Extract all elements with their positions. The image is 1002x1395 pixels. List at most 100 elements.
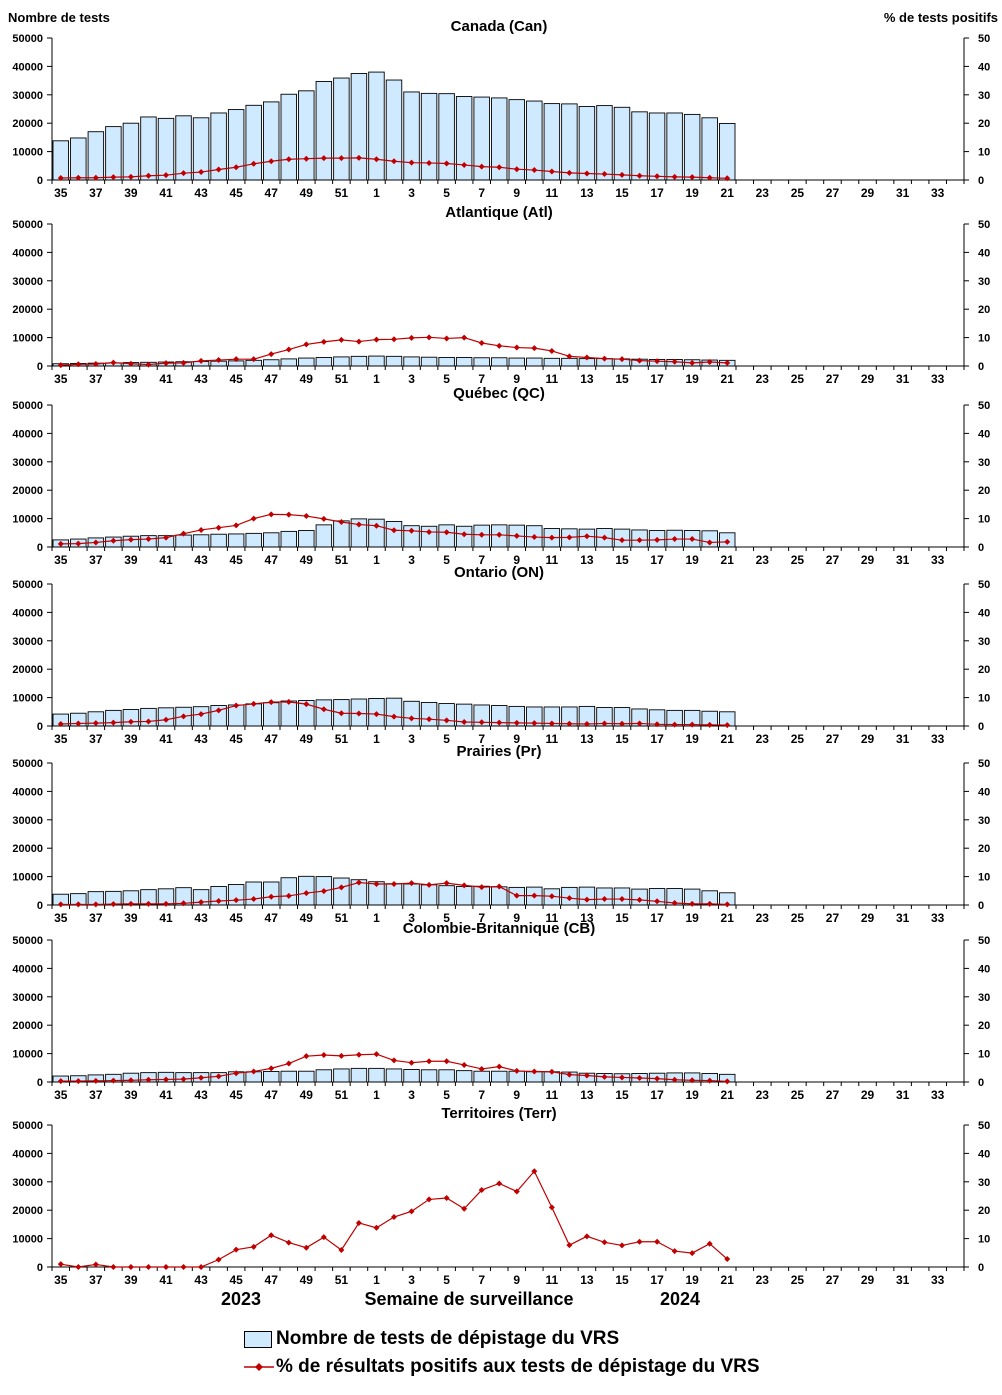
y-tick-label-right: 50 — [978, 579, 990, 591]
positivity-marker-week-47 — [268, 158, 275, 165]
chart-panel-7: Territoires (Terr) 0 10000 20000 30000 40000 5… — [12, 1105, 990, 1287]
positivity-marker-week-15 — [619, 896, 625, 903]
bar-week-52 — [350, 1067, 368, 1083]
positivity-marker-week-15 — [619, 171, 625, 178]
bar-week-47 — [263, 1071, 280, 1083]
x-tick-label: 31 — [896, 186, 910, 200]
x-tick-label: 25 — [791, 1273, 805, 1287]
positivity-marker-week-13 — [583, 896, 590, 903]
positivity-marker-week-5 — [443, 1194, 450, 1201]
positivity-marker-week-51 — [338, 1246, 345, 1253]
x-tick-label: 25 — [791, 186, 805, 200]
positivity-marker-week-7 — [478, 340, 485, 346]
positivity-marker-week-42 — [180, 1076, 187, 1083]
positivity-marker-week-14 — [601, 355, 608, 362]
positivity-marker-week-45 — [233, 1070, 240, 1077]
positivity-marker-week-48 — [285, 1239, 292, 1246]
positivity-marker-week-39 — [127, 1264, 134, 1270]
y-tick-label-right: 40 — [978, 786, 990, 798]
x-tick-label: 29 — [861, 1273, 875, 1287]
positivity-marker-week-21 — [724, 175, 731, 182]
bar-week-11 — [543, 357, 561, 367]
bar-week-49 — [298, 1070, 315, 1083]
positivity-marker-week-17 — [654, 536, 661, 543]
x-tick-label: 29 — [861, 911, 875, 925]
x-tick-label: 33 — [931, 1088, 945, 1102]
positivity-marker-week-20 — [706, 1077, 713, 1084]
bar-week-48 — [280, 358, 297, 367]
bar-week-52 — [350, 355, 368, 367]
x-tick-label: 7 — [478, 553, 485, 567]
x-tick-label: 51 — [335, 1088, 349, 1102]
positivity-marker-week-13 — [583, 533, 590, 540]
positivity-marker-week-48 — [285, 892, 292, 899]
bar-week-3 — [403, 700, 420, 727]
bar-week-3 — [403, 883, 420, 906]
positivity-marker-week-46 — [250, 515, 257, 522]
bar-week-20 — [701, 117, 718, 181]
bar-week-38 — [105, 126, 122, 181]
bar-week-48 — [280, 530, 297, 548]
y-tick-label-left: 30000 — [12, 276, 43, 288]
x-tick-label: 17 — [650, 553, 664, 567]
positivity-marker-week-10 — [531, 720, 538, 727]
y-tick-label-right: 0 — [978, 900, 984, 912]
positivity-marker-week-1 — [373, 711, 380, 718]
positivity-marker-week-17 — [654, 358, 661, 365]
positivity-marker-week-41 — [163, 360, 169, 367]
positivity-marker-week-16 — [636, 1075, 643, 1082]
x-tick-label: 7 — [478, 732, 485, 746]
positivity-marker-week-19 — [689, 1077, 696, 1084]
positivity-marker-week-42 — [180, 530, 187, 537]
bar-week-47 — [263, 101, 280, 181]
x-tick-label: 5 — [443, 732, 450, 746]
x-tick-label: 3 — [408, 732, 415, 746]
bar-week-5 — [438, 524, 455, 548]
positivity-marker-week-19 — [689, 174, 696, 181]
positivity-marker-week-38 — [110, 537, 117, 544]
positivity-marker-week-49 — [303, 890, 310, 897]
positivity-marker-week-44 — [215, 1256, 222, 1263]
positivity-marker-week-17 — [654, 173, 661, 180]
positivity-marker-week-43 — [198, 1074, 205, 1081]
positivity-marker-week-10 — [531, 1068, 538, 1075]
positivity-marker-week-50 — [320, 1052, 327, 1059]
positivity-marker-week-5 — [443, 1058, 450, 1065]
y-tick-label-right: 40 — [978, 247, 990, 259]
bar-week-51 — [333, 356, 350, 367]
positivity-marker-week-11 — [548, 168, 555, 175]
x-tick-label: 39 — [124, 911, 138, 925]
positivity-marker-week-49 — [303, 341, 310, 348]
positivity-marker-week-2 — [391, 158, 397, 165]
x-tick-label: 35 — [54, 911, 68, 925]
positivity-marker-week-21 — [724, 1256, 731, 1263]
y-tick-label-right: 0 — [978, 542, 984, 554]
bar-week-16 — [631, 111, 648, 181]
x-tick-label: 31 — [896, 1088, 910, 1102]
positivity-marker-week-10 — [531, 1168, 538, 1175]
positivity-marker-week-47 — [268, 893, 275, 900]
x-tick-label: 15 — [615, 911, 629, 925]
x-tick-label: 19 — [685, 732, 699, 746]
y-tick-label-right: 30 — [978, 276, 990, 288]
x-tick-label: 47 — [265, 1088, 279, 1102]
y-tick-label-left: 10000 — [12, 693, 43, 705]
bar-week-49 — [298, 90, 315, 181]
positivity-marker-week-14 — [601, 720, 608, 727]
y-tick-label-left: 30000 — [12, 1177, 43, 1189]
y-tick-label-left: 20000 — [12, 118, 43, 130]
x-tick-label: 5 — [443, 372, 450, 386]
x-tick-label: 15 — [615, 553, 629, 567]
y-tick-label-right: 50 — [978, 1120, 990, 1132]
positivity-marker-week-5 — [443, 335, 450, 342]
x-tick-label: 41 — [159, 911, 173, 925]
bar-week-5 — [438, 1069, 455, 1083]
positivity-marker-week-45 — [233, 522, 240, 529]
legend-bars-label: Nombre de tests de dépistage du VRS — [276, 1328, 620, 1349]
x-tick-label: 13 — [580, 911, 594, 925]
y-tick-label-right: 50 — [978, 33, 990, 45]
positivity-marker-week-36 — [75, 901, 82, 908]
positivity-marker-week-51 — [338, 519, 345, 526]
positivity-marker-week-18 — [671, 1248, 678, 1255]
